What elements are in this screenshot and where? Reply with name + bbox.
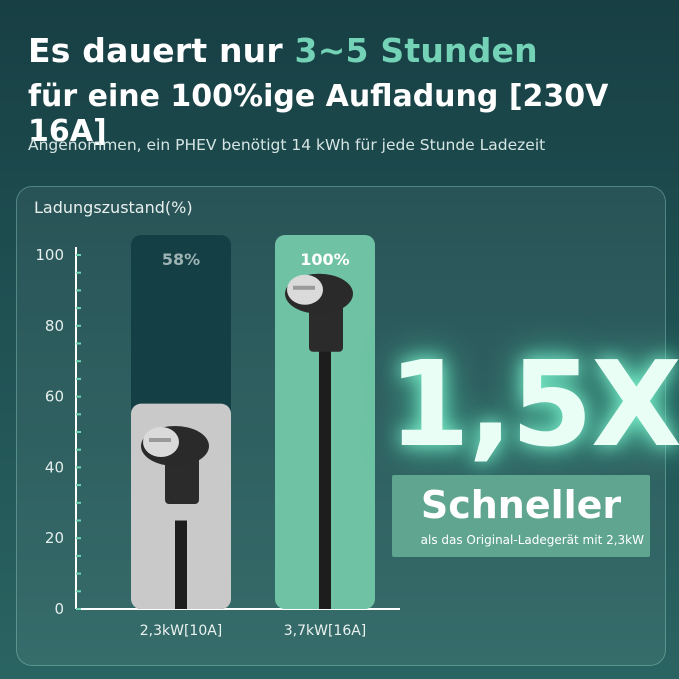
y-tick-label: 80 [45,317,64,335]
y-axis-label: Ladungszustand(%) [34,198,193,217]
speed-multiplier: 1,5X [388,335,679,473]
cable [175,520,187,609]
plug-pin [293,285,315,290]
x-category-label: 3,7kW[16A] [284,623,367,639]
faster-box: Schneller als das Original-Ladegerät mit… [392,475,650,557]
plug-pin [149,438,171,442]
faster-title: Schneller [420,483,622,527]
x-category-label: 2,3kW[10A] [140,623,223,639]
plug-strain-relief [309,301,343,352]
y-tick-label: 0 [54,600,64,618]
y-tick-label: 100 [35,246,64,264]
faster-subtitle: als das Original-Ladegerät mit 2,3kW [420,533,644,547]
subtitle: Angenommen, ein PHEV benötigt 14 kWh für… [28,136,546,154]
headline-prefix: Es dauert nur [28,31,295,70]
cable [319,343,331,609]
y-tick-label: 40 [45,458,64,476]
headline: Es dauert nur 3~5 Stunden [28,30,538,71]
headline-accent: 3~5 Stunden [294,31,538,70]
headline-line2: für eine 100%ige Aufladung [230V 16A] [28,79,609,149]
y-tick-label: 20 [45,529,64,547]
bar-value-label: 58% [162,250,200,269]
y-tick-label: 60 [45,388,64,406]
plug-strain-relief [165,454,199,504]
bar-value-label: 100% [300,250,349,269]
